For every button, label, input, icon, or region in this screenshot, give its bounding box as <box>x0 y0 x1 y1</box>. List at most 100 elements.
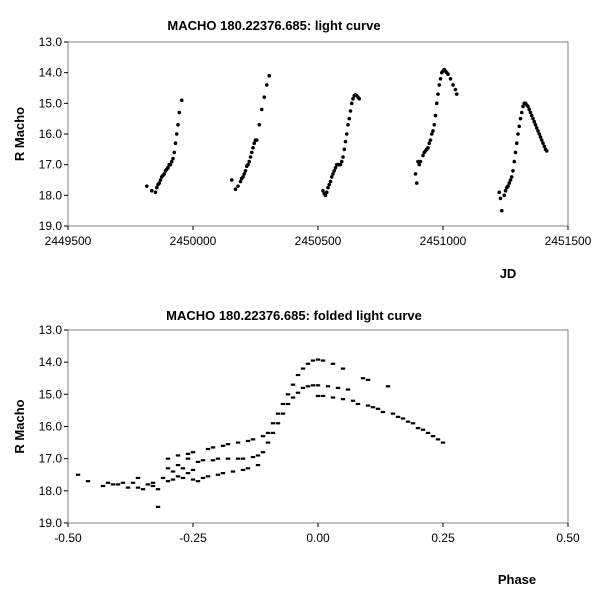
x-tick-label: 0.25 <box>431 531 455 545</box>
data-point <box>497 190 502 195</box>
data-point <box>421 153 425 158</box>
y-tick-label: 14.0 <box>39 355 63 369</box>
data-point <box>165 467 171 470</box>
y-tick-label: 18.0 <box>39 188 63 202</box>
x-tick-label: 2451000 <box>420 234 467 248</box>
data-point <box>154 185 159 190</box>
data-point <box>205 447 211 451</box>
data-point <box>150 484 156 488</box>
data-point <box>508 178 513 182</box>
data-point <box>215 473 221 476</box>
data-point <box>275 412 281 415</box>
y-tick-label: 15.0 <box>39 96 63 110</box>
data-point <box>526 104 530 109</box>
data-point <box>110 483 116 486</box>
y-tick-label: 15.0 <box>39 387 63 401</box>
data-point <box>251 146 255 150</box>
data-point <box>365 378 371 381</box>
data-point <box>260 435 266 438</box>
data-point <box>418 159 423 164</box>
data-point <box>165 480 171 483</box>
y-tick-label: 16.0 <box>39 420 63 434</box>
data-point <box>233 187 238 191</box>
data-point <box>155 488 161 491</box>
data-point <box>190 451 196 454</box>
data-point <box>225 457 231 460</box>
data-point <box>245 467 251 470</box>
data-point <box>331 172 335 176</box>
data-point <box>365 404 371 407</box>
data-point <box>435 438 441 441</box>
x-axis-label: JD <box>500 266 517 281</box>
data-point <box>243 169 248 173</box>
data-point <box>326 185 330 190</box>
data-point <box>240 468 246 472</box>
data-point <box>275 422 281 425</box>
data-point <box>238 179 243 184</box>
data-point <box>100 484 106 488</box>
data-point <box>512 159 517 164</box>
data-point <box>145 483 151 486</box>
y-tick-label: 13.0 <box>39 35 63 49</box>
data-point <box>75 473 81 476</box>
data-point <box>529 113 534 118</box>
data-point <box>437 83 442 87</box>
data-point <box>262 95 267 99</box>
data-point <box>355 402 361 406</box>
data-point <box>248 155 253 159</box>
data-point <box>327 182 332 187</box>
data-point <box>436 92 440 96</box>
data-point <box>190 478 196 481</box>
data-point <box>179 98 184 103</box>
data-point <box>325 385 331 388</box>
y-axis-label: R Macho <box>12 107 27 161</box>
data-point <box>210 459 216 462</box>
data-point <box>416 159 420 164</box>
data-point <box>538 135 543 139</box>
chart-title: MACHO 180.22376.685: light curve <box>167 18 380 33</box>
y-tick-label: 19.0 <box>39 516 63 530</box>
data-point <box>175 464 181 467</box>
data-point <box>417 162 422 167</box>
data-point <box>230 470 236 473</box>
data-point <box>528 110 533 115</box>
data-point <box>511 169 515 173</box>
data-point <box>315 358 321 361</box>
data-point <box>245 439 251 443</box>
data-point <box>448 77 453 81</box>
data-point <box>332 169 337 173</box>
data-point <box>506 184 510 188</box>
y-axis-label: R Macho <box>12 399 27 453</box>
data-point <box>351 96 355 101</box>
data-point <box>428 138 433 142</box>
x-tick-label: 2451500 <box>545 234 592 248</box>
data-point <box>171 156 175 161</box>
x-tick-label: 2449500 <box>45 234 92 248</box>
data-point <box>205 475 211 478</box>
data-point <box>177 110 182 115</box>
data-point <box>339 159 344 164</box>
data-point <box>518 116 523 121</box>
data-point <box>516 132 520 136</box>
data-point <box>340 367 346 370</box>
data-point <box>259 107 264 112</box>
data-point <box>338 162 343 167</box>
data-point <box>169 159 174 164</box>
data-point <box>333 165 338 170</box>
data-point <box>158 178 163 182</box>
data-point <box>343 139 348 144</box>
data-point <box>155 505 161 509</box>
data-point <box>149 188 154 193</box>
chart-title: MACHO 180.22376.685: folded light curve <box>166 308 422 323</box>
data-point <box>433 113 438 118</box>
data-point <box>321 188 325 193</box>
data-point <box>425 431 431 435</box>
y-tick-label: 17.0 <box>39 158 63 172</box>
data-point <box>300 386 306 389</box>
data-point <box>335 386 341 389</box>
data-point <box>180 467 186 470</box>
x-axis-label: Phase <box>498 572 536 587</box>
data-points <box>75 358 446 509</box>
data-point <box>285 393 291 396</box>
data-point <box>295 391 301 394</box>
